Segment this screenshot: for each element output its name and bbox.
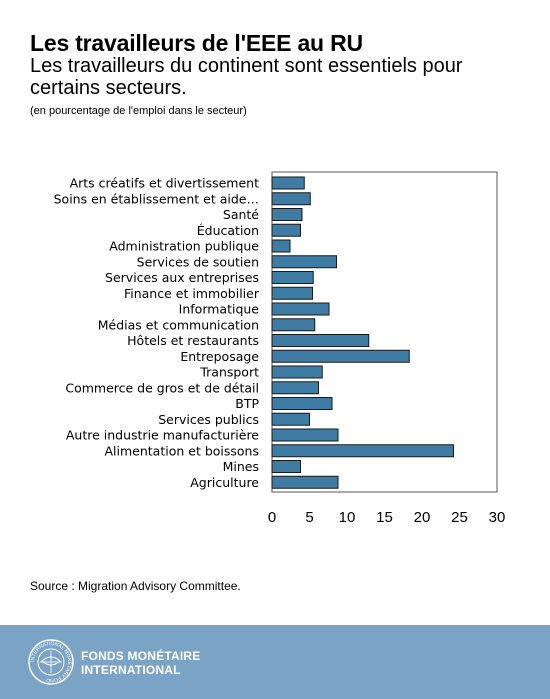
x-tick-label: 15 [376, 509, 393, 526]
imf-seal-logo: INTERNATIONAL MONETARY FUND [28, 639, 74, 685]
bar [271, 192, 311, 206]
category-label: Éducation [197, 223, 259, 238]
category-label: Services de soutien [137, 254, 259, 269]
x-tick-label: 5 [305, 509, 313, 526]
bar [271, 412, 310, 426]
category-label: Finance et immobilier [124, 286, 260, 301]
x-tick-label: 25 [451, 509, 468, 526]
bar [271, 428, 339, 442]
bar [271, 286, 313, 300]
bar [271, 223, 301, 237]
bar [271, 334, 370, 347]
bar [271, 208, 303, 221]
bar [271, 381, 319, 395]
bar [271, 475, 339, 489]
category-label: BTP [235, 396, 259, 411]
category-label: Hôtels et restaurants [127, 333, 259, 348]
bar [271, 397, 333, 410]
bar [271, 302, 330, 316]
organization-name: FONDS MONÉTAIRE INTERNATIONAL [81, 649, 200, 677]
category-label: Agriculture [190, 475, 259, 490]
plot-frame [271, 171, 498, 493]
bar [271, 349, 410, 363]
category-label: Médias et communication [98, 317, 259, 332]
category-label: Entreposage [180, 349, 259, 364]
category-label: Services publics [158, 412, 259, 427]
x-tick-label: 30 [489, 509, 506, 526]
bar [271, 176, 305, 190]
chart-subtitle: Les travailleurs du continent sont essen… [30, 55, 463, 99]
category-label: Santé [223, 207, 259, 222]
bar [271, 365, 323, 379]
category-label: Administration publique [109, 239, 259, 254]
x-tick-label: 10 [339, 509, 356, 526]
category-label: Arts créatifs et divertissement [70, 176, 260, 191]
category-label: Informatique [179, 302, 260, 317]
bar [271, 239, 291, 253]
category-label: Soins en établissement et aide… [54, 191, 259, 206]
organization-name-line-2: INTERNATIONAL [81, 663, 181, 677]
category-label: Transport [199, 365, 259, 380]
organization-name-line-1: FONDS MONÉTAIRE [81, 649, 201, 663]
source-note: Source : Migration Advisory Committee. [30, 579, 241, 593]
category-label: Services aux entreprises [105, 270, 259, 285]
category-label: Autre industrie manufacturière [66, 428, 259, 443]
bar [271, 271, 314, 284]
bar [271, 318, 316, 332]
x-tick-label: 0 [268, 509, 276, 526]
category-label: Alimentation et boissons [105, 443, 260, 458]
category-label: Mines [223, 459, 259, 474]
x-tick-label: 20 [414, 509, 431, 526]
bar [271, 255, 337, 269]
unit-note: (en pourcentage de l'emploi dans le sect… [30, 105, 247, 117]
chart-title: Les travailleurs de l'EEE au RU [30, 30, 363, 56]
bar [271, 444, 454, 458]
category-label: Commerce de gros et de détail [65, 380, 259, 395]
footer-banner: INTERNATIONAL MONETARY FUND FONDS MONÉTA… [0, 625, 550, 699]
bar [271, 460, 301, 473]
